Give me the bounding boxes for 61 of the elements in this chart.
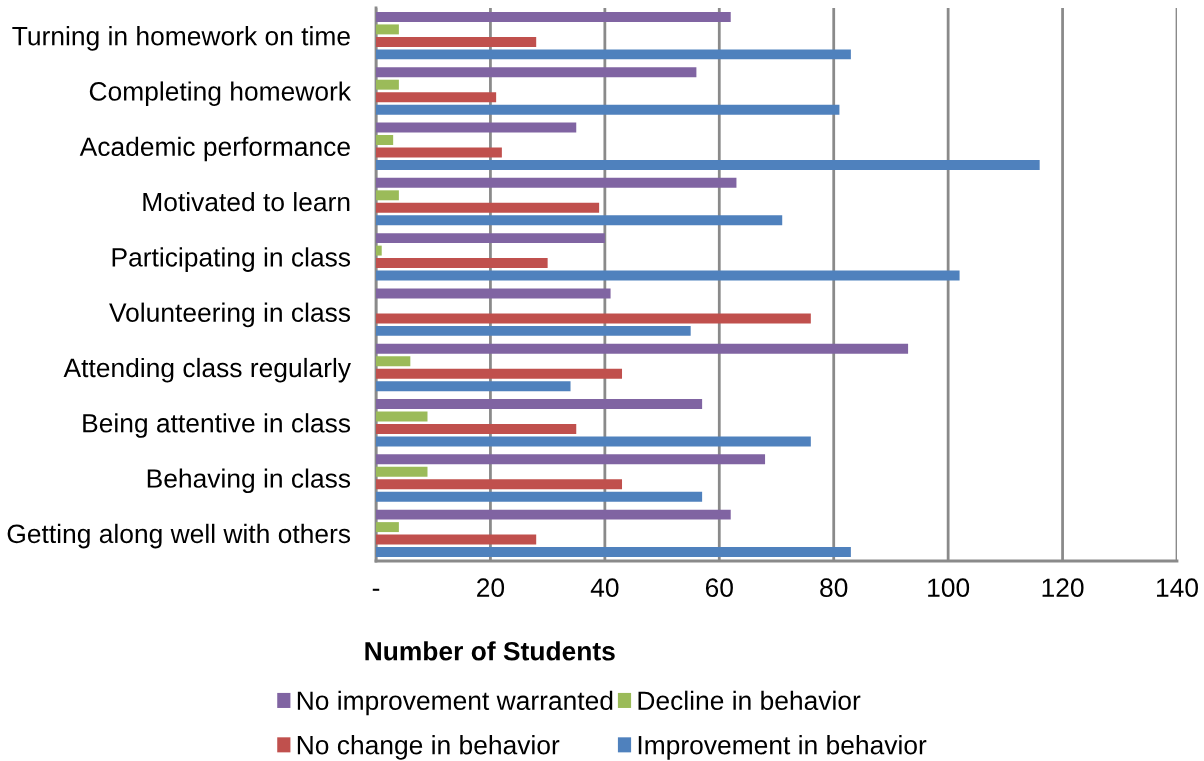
y-tick-label: Academic performance bbox=[79, 136, 350, 162]
x-tick-label: 140 bbox=[1157, 578, 1198, 598]
y-tick-label: Being attentive in class bbox=[83, 413, 351, 438]
bar bbox=[376, 325, 691, 336]
bar bbox=[376, 381, 571, 392]
bar bbox=[376, 343, 909, 354]
bar bbox=[376, 67, 697, 78]
bar bbox=[376, 122, 577, 133]
x-axis-title: Number of Students bbox=[365, 641, 615, 661]
bar bbox=[376, 104, 840, 115]
x-tick-label: - bbox=[372, 588, 380, 591]
bar bbox=[376, 24, 399, 35]
x-tick-label: 100 bbox=[928, 578, 970, 598]
bar bbox=[376, 534, 537, 545]
bar bbox=[376, 454, 766, 465]
bar bbox=[376, 436, 811, 447]
legend-label: No improvement warranted bbox=[297, 690, 613, 716]
bar bbox=[376, 36, 537, 47]
bar bbox=[376, 215, 783, 226]
y-tick-label: Participating in class bbox=[112, 247, 351, 272]
bar bbox=[376, 399, 703, 409]
bar bbox=[376, 547, 851, 558]
y-tick-label: Behaving in class bbox=[147, 468, 351, 494]
bar bbox=[376, 258, 548, 269]
bar bbox=[376, 522, 399, 533]
x-tick-label: 20 bbox=[477, 578, 505, 598]
bar bbox=[376, 466, 428, 477]
bar bbox=[376, 190, 399, 201]
bar bbox=[376, 288, 611, 299]
legend-label: Improvement in behavior bbox=[638, 735, 927, 760]
bar bbox=[376, 479, 623, 490]
bar bbox=[376, 177, 737, 188]
x-tick-label: 120 bbox=[1042, 578, 1084, 598]
bar bbox=[376, 49, 851, 60]
bar bbox=[376, 491, 703, 502]
y-tick-label: Attending class regularly bbox=[63, 357, 351, 383]
y-tick-label: Turning in homework on time bbox=[12, 26, 350, 51]
bar bbox=[376, 135, 394, 145]
bar bbox=[376, 424, 577, 434]
y-tick-label: Getting along well with others bbox=[7, 523, 351, 549]
bar bbox=[376, 160, 1040, 170]
bar bbox=[376, 202, 600, 213]
x-tick-label: 80 bbox=[820, 578, 848, 598]
bar bbox=[376, 356, 411, 367]
x-tick-label: 40 bbox=[590, 578, 619, 598]
bar bbox=[376, 92, 497, 103]
bar bbox=[376, 270, 960, 281]
x-tick-label: 60 bbox=[705, 578, 733, 598]
y-tick-label: Completing homework bbox=[89, 81, 352, 106]
bar bbox=[376, 79, 399, 90]
bar bbox=[376, 509, 731, 520]
y-tick-label: Motivated to learn bbox=[143, 191, 350, 212]
bar bbox=[376, 11, 731, 22]
legend-label: No change in behavior bbox=[297, 735, 560, 760]
bar bbox=[376, 368, 623, 379]
bar bbox=[376, 233, 605, 244]
bar bbox=[376, 147, 502, 158]
bar bbox=[376, 245, 382, 256]
legend-label: Decline in behavior bbox=[638, 690, 861, 711]
y-tick-label: Volunteering in class bbox=[109, 302, 351, 328]
bar bbox=[376, 313, 811, 324]
